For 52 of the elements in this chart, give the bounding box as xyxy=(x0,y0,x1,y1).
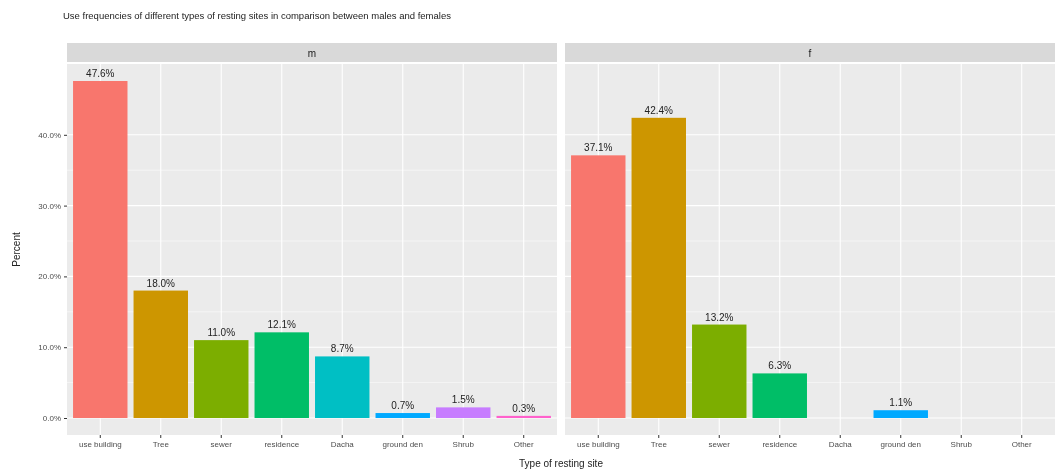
x-tick-label: sewer xyxy=(708,439,731,449)
data-label: 11.0% xyxy=(207,327,236,339)
x-tick-label: ground den xyxy=(880,439,921,449)
data-label: 18.0% xyxy=(146,277,176,289)
chart-subtitle: m xyxy=(307,48,317,59)
y-tick-label: 20.0% xyxy=(38,272,61,282)
y-tick-label: 0.0% xyxy=(42,414,61,424)
data-label: 37.1% xyxy=(584,142,613,154)
bar xyxy=(194,340,249,419)
bar xyxy=(436,407,491,419)
y-tick-label: 10.0% xyxy=(38,343,61,353)
bar xyxy=(375,413,430,419)
bar xyxy=(496,415,551,419)
data-label: 0.3% xyxy=(512,402,536,414)
data-label: 12.1% xyxy=(267,319,297,331)
bar xyxy=(873,410,928,419)
x-tick-label: Shrub xyxy=(452,439,475,449)
x-tick-label: Tree xyxy=(650,439,668,449)
x-tick-label: Other xyxy=(513,439,535,449)
data-label: 6.3% xyxy=(768,360,792,372)
data-label: 13.2% xyxy=(705,311,734,323)
y-tick-label: 30.0% xyxy=(38,201,61,211)
bar xyxy=(571,155,626,419)
data-label: 8.7% xyxy=(330,343,354,355)
y-tick-label: 40.0% xyxy=(38,130,61,140)
bar xyxy=(315,356,370,419)
x-tick-label: Other xyxy=(1011,439,1033,449)
x-tick-label: Dacha xyxy=(330,439,355,449)
x-tick-label: use building xyxy=(576,439,620,449)
chart-title: Use frequencies of different types of resting sites in comparison between males and females xyxy=(63,10,452,21)
data-label: 47.6% xyxy=(86,67,115,79)
x-tick-label: residence xyxy=(762,439,798,449)
bar xyxy=(692,324,747,419)
bar xyxy=(254,332,309,419)
bar xyxy=(73,80,128,419)
bar xyxy=(752,373,807,419)
x-tick-label: sewer xyxy=(210,439,233,449)
x-tick-label: ground den xyxy=(382,439,423,449)
x-tick-label: Dacha xyxy=(828,439,853,449)
data-label: 1.5% xyxy=(451,394,475,406)
x-axis-title: Type of resting site xyxy=(519,458,604,469)
data-label: 42.4% xyxy=(644,104,674,116)
chart-subtitle: f xyxy=(808,48,812,59)
y-axis-title: Percent xyxy=(11,232,22,267)
data-label: 1.1% xyxy=(889,397,913,409)
x-tick-label: Shrub xyxy=(950,439,973,449)
bar xyxy=(133,290,188,419)
x-tick-label: use building xyxy=(78,439,122,449)
x-tick-label: residence xyxy=(264,439,300,449)
bar xyxy=(631,117,686,419)
data-label: 0.7% xyxy=(391,400,415,412)
x-tick-label: Tree xyxy=(152,439,170,449)
